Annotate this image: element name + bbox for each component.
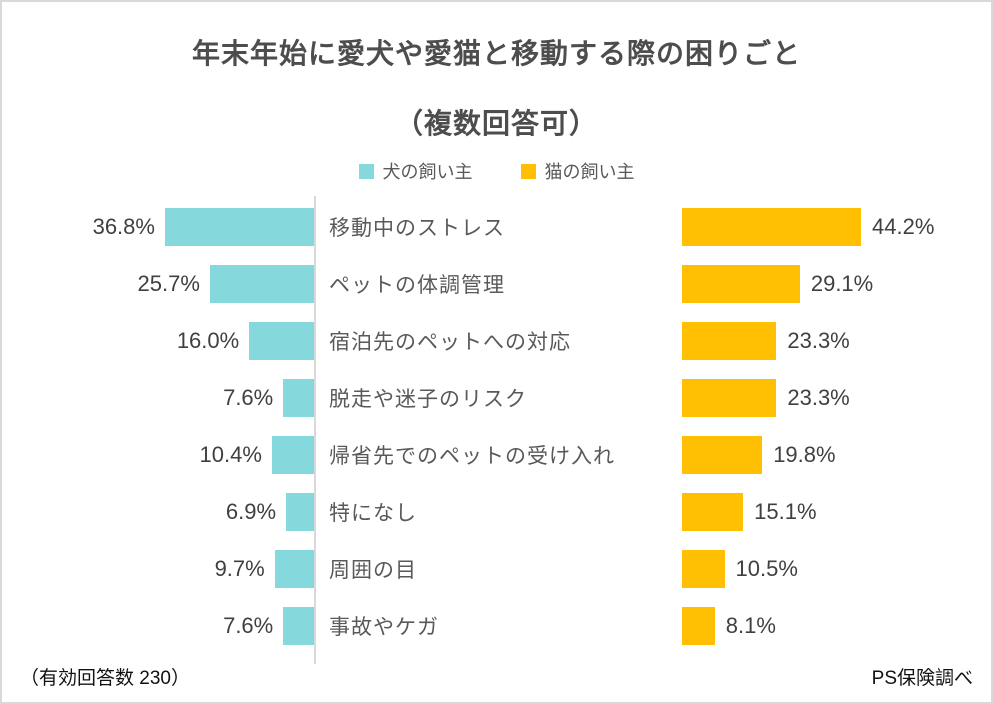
cat-owner-bar-cell: 29.1% (682, 255, 991, 312)
cat-owner-bar-cell: 44.2% (682, 198, 991, 255)
cat-owner-value-label: 44.2% (872, 213, 935, 239)
category-label: 事故やケガ (329, 615, 439, 639)
dog-owner-bar-cell: 25.7% (2, 255, 314, 312)
cat-owner-legend-swatch-icon (520, 163, 536, 179)
cat-owner-bar (682, 321, 777, 360)
category-label: 宿泊先のペットへの対応 (329, 330, 571, 354)
source-note: PS保険調べ (871, 668, 973, 689)
dog-owner-legend-swatch-icon (358, 163, 374, 179)
chart-row: 25.7% ペットの体調管理 29.1% (2, 255, 991, 312)
cat-owner-value-label: 29.1% (810, 270, 874, 296)
cat-owner-value-label: 15.1% (754, 498, 817, 524)
cat-owner-bar (682, 606, 715, 645)
chart-row: 36.8% 移動中のストレス 44.2% (2, 198, 991, 255)
cat-owner-bar-cell: 19.8% (682, 426, 991, 483)
dog-owner-bar (274, 549, 314, 588)
cat-owner-value-label: 23.3% (787, 327, 850, 353)
dog-owner-legend-label: 犬の飼い主 (382, 162, 473, 182)
dog-owner-value-label: 16.0% (176, 327, 240, 353)
cat-owner-bar (682, 492, 744, 531)
dog-owner-bar-cell: 10.4% (2, 426, 314, 483)
dog-owner-value-label: 36.8% (92, 213, 155, 239)
cat-owner-bar (682, 264, 800, 303)
chart-rows: 36.8% 移動中のストレス 44.2% 25.7% ペットの体調管理 29.1% 16.0… (2, 198, 991, 654)
chart-row: 7.6% 脱走や迷子のリスク 23.3% (2, 369, 991, 426)
dog-owner-value-label: 10.4% (199, 441, 262, 467)
cat-owner-value-label: 23.3% (787, 384, 850, 410)
left-axis-line (314, 196, 316, 664)
cat-owner-bar-cell: 23.3% (682, 369, 991, 426)
cat-owner-bar (682, 207, 861, 246)
legend-item-dog-owner: 犬の飼い主 (358, 158, 473, 184)
dog-owner-bar (249, 321, 314, 360)
category-label: 脱走や迷子のリスク (329, 387, 527, 411)
dog-owner-bar (271, 435, 314, 474)
dog-owner-bar-cell: 6.9% (2, 483, 314, 540)
dog-owner-value-label: 7.6% (223, 384, 274, 410)
category-label: 帰省先でのペットの受け入れ (329, 444, 615, 468)
legend: 犬の飼い主 猫の飼い主 (2, 158, 991, 184)
chart-row: 10.4% 帰省先でのペットの受け入れ 19.8% (2, 426, 991, 483)
cat-owner-bar (682, 549, 725, 588)
cat-owner-bar (682, 435, 763, 474)
dog-owner-bar (209, 264, 314, 303)
dog-owner-bar-cell: 7.6% (2, 369, 314, 426)
dog-owner-bar-cell: 36.8% (2, 198, 314, 255)
cat-owner-bar-cell: 23.3% (682, 312, 991, 369)
dog-owner-bar-cell: 9.7% (2, 540, 314, 597)
cat-owner-bar-cell: 8.1% (682, 597, 991, 654)
dog-owner-value-label: 9.7% (214, 555, 265, 581)
dog-owner-value-label: 25.7% (137, 270, 200, 296)
cat-owner-bar (682, 378, 777, 417)
cat-owner-bar-cell: 10.5% (682, 540, 991, 597)
chart-row: 9.7% 周囲の目 10.5% (2, 540, 991, 597)
cat-owner-legend-label: 猫の飼い主 (544, 162, 635, 182)
chart-title: 年末年始に愛犬や愛猫と移動する際の困りごと （複数回答可） (2, 32, 991, 142)
dog-owner-bar (286, 492, 314, 531)
category-label: 特になし (329, 501, 417, 525)
dog-owner-value-label: 6.9% (225, 498, 277, 524)
cat-owner-value-label: 8.1% (725, 612, 776, 638)
dog-owner-value-label: 7.6% (223, 612, 274, 638)
category-label: ペットの体調管理 (329, 273, 505, 297)
dog-owner-bar (283, 606, 314, 645)
chart-row: 16.0% 宿泊先のペットへの対応 23.3% (2, 312, 991, 369)
category-label: 移動中のストレス (329, 216, 505, 240)
category-label: 周囲の目 (329, 558, 417, 582)
cat-owner-bar-cell: 15.1% (682, 483, 991, 540)
chart-row: 6.9% 特になし 15.1% (2, 483, 991, 540)
sample-size-note: （有効回答数 230） (20, 668, 190, 689)
cat-owner-value-label: 10.5% (735, 555, 798, 581)
chart-title-line2: （複数回答可） (394, 108, 598, 139)
legend-item-cat-owner: 猫の飼い主 (520, 158, 635, 184)
chart-title-line1: 年末年始に愛犬や愛猫と移動する際の困りごと (191, 38, 801, 69)
chart-row: 7.6% 事故やケガ 8.1% (2, 597, 991, 654)
cat-owner-value-label: 19.8% (773, 441, 836, 467)
dog-owner-bar (283, 378, 314, 417)
dog-owner-bar (164, 207, 314, 246)
dog-owner-bar-cell: 16.0% (2, 312, 314, 369)
dog-owner-bar-cell: 7.6% (2, 597, 314, 654)
